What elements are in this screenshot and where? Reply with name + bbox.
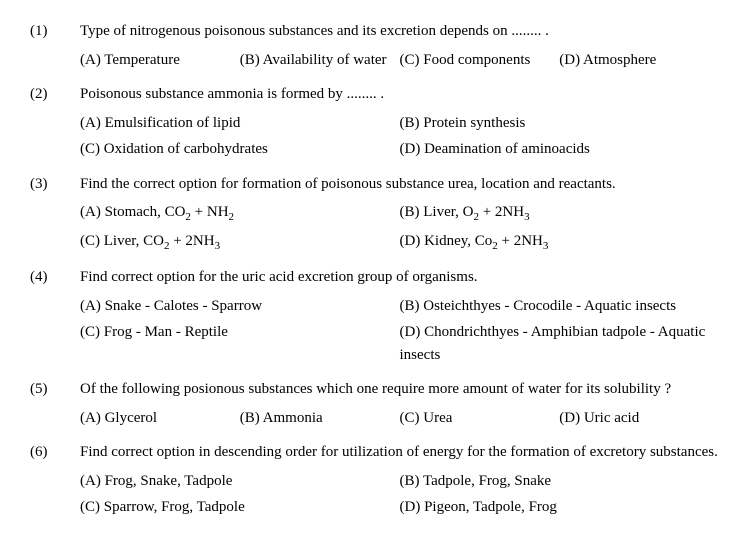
question-text: Of the following posionous substances wh…	[80, 378, 719, 401]
question-body: Type of nitrogenous poisonous substances…	[80, 20, 719, 75]
option: (D) Deamination of aminoacids	[400, 138, 720, 161]
option: (C) Sparrow, Frog, Tadpole	[80, 496, 400, 519]
question: (4)Find correct option for the uric acid…	[30, 266, 719, 370]
question-number: (1)	[30, 20, 80, 75]
question-text: Find correct option for the uric acid ex…	[80, 266, 719, 289]
question-number: (2)	[30, 83, 80, 165]
question-text: Find the correct option for formation of…	[80, 173, 719, 196]
question-text: Find correct option in descending order …	[80, 441, 719, 464]
question: (3)Find the correct option for formation…	[30, 173, 719, 259]
option: (B) Protein synthesis	[400, 112, 720, 135]
question-body: Of the following posionous substances wh…	[80, 378, 719, 433]
question-body: Find correct option in descending order …	[80, 441, 719, 523]
options: (A) Emulsification of lipid(B) Protein s…	[80, 112, 719, 165]
option: (A) Stomach, CO2 + NH2	[80, 201, 400, 226]
question-body: Find the correct option for formation of…	[80, 173, 719, 259]
question-list: (1)Type of nitrogenous poisonous substan…	[30, 20, 719, 523]
option: (A) Snake - Calotes - Sparrow	[80, 295, 400, 318]
option: (A) Temperature	[80, 49, 240, 72]
question-number: (3)	[30, 173, 80, 259]
question-number: (6)	[30, 441, 80, 523]
option: (D) Atmosphere	[559, 49, 719, 72]
options: (A) Frog, Snake, Tadpole(B) Tadpole, Fro…	[80, 470, 719, 523]
options: (A) Stomach, CO2 + NH2(B) Liver, O2 + 2N…	[80, 201, 719, 258]
question: (5)Of the following posionous substances…	[30, 378, 719, 433]
options: (A) Snake - Calotes - Sparrow(B) Osteich…	[80, 295, 719, 371]
options: (A) Temperature(B) Availability of water…	[80, 49, 719, 76]
option: (C) Frog - Man - Reptile	[80, 321, 400, 366]
option: (D) Kidney, Co2 + 2NH3	[400, 230, 720, 255]
option: (B) Osteichthyes - Crocodile - Aquatic i…	[400, 295, 720, 318]
question-body: Find correct option for the uric acid ex…	[80, 266, 719, 370]
option: (D) Pigeon, Tadpole, Frog	[400, 496, 720, 519]
option: (C) Oxidation of carbohydrates	[80, 138, 400, 161]
question: (2)Poisonous substance ammonia is formed…	[30, 83, 719, 165]
option: (B) Liver, O2 + 2NH3	[400, 201, 720, 226]
question: (6)Find correct option in descending ord…	[30, 441, 719, 523]
option: (A) Frog, Snake, Tadpole	[80, 470, 400, 493]
option: (A) Glycerol	[80, 407, 240, 430]
option: (D) Chondrichthyes - Amphibian tadpole -…	[400, 321, 720, 366]
option: (B) Ammonia	[240, 407, 400, 430]
options: (A) Glycerol(B) Ammonia(C) Urea(D) Uric …	[80, 407, 719, 434]
question-body: Poisonous substance ammonia is formed by…	[80, 83, 719, 165]
option: (A) Emulsification of lipid	[80, 112, 400, 135]
question-number: (4)	[30, 266, 80, 370]
option: (B) Tadpole, Frog, Snake	[400, 470, 720, 493]
question-number: (5)	[30, 378, 80, 433]
option: (C) Food components	[400, 49, 560, 72]
question-text: Type of nitrogenous poisonous substances…	[80, 20, 719, 43]
question: (1)Type of nitrogenous poisonous substan…	[30, 20, 719, 75]
option: (C) Liver, CO2 + 2NH3	[80, 230, 400, 255]
option: (D) Uric acid	[559, 407, 719, 430]
question-text: Poisonous substance ammonia is formed by…	[80, 83, 719, 106]
option: (B) Availability of water	[240, 49, 400, 72]
option: (C) Urea	[400, 407, 560, 430]
